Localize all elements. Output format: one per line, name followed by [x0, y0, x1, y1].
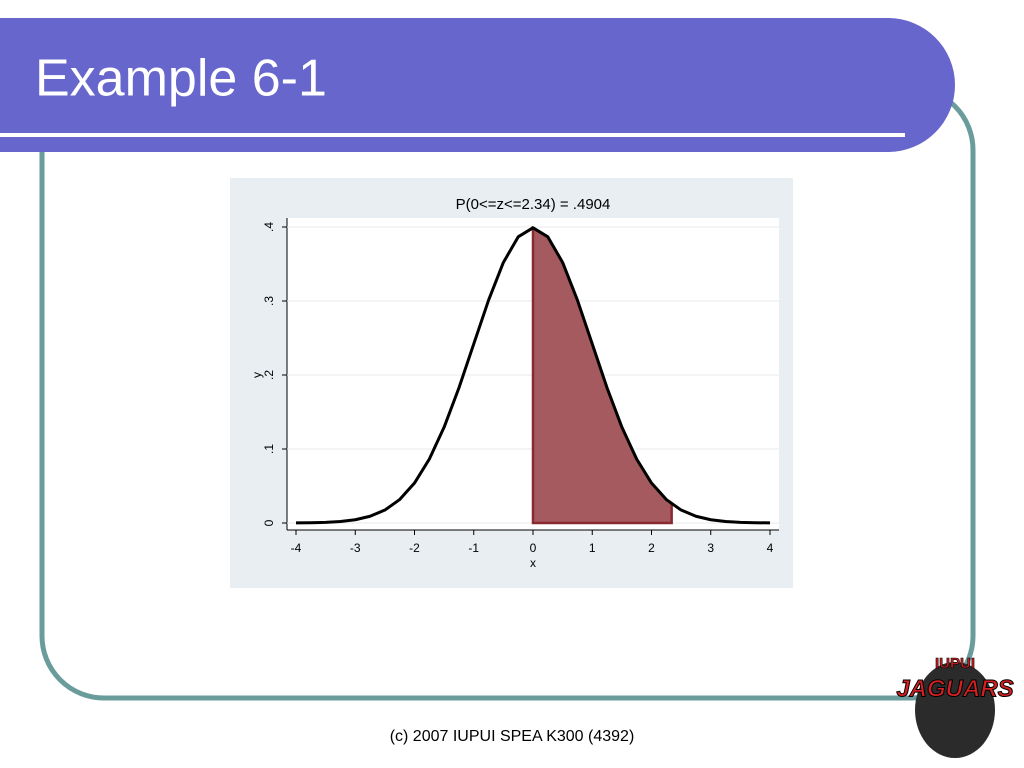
logo-main: JAGUARS [896, 675, 1013, 702]
header-bar [0, 18, 955, 152]
y-tick-label: .3 [262, 296, 276, 306]
slide-title: Example 6-1 [35, 50, 327, 108]
y-axis-label: y [250, 372, 264, 378]
x-tick-label: 2 [648, 541, 655, 555]
y-tick-label: .2 [262, 370, 276, 380]
density-curve [295, 226, 771, 525]
x-tick-label: 3 [707, 541, 714, 555]
logo-badge [915, 662, 995, 758]
y-tick-label: .1 [262, 444, 276, 454]
y-tick-label: 0 [262, 519, 276, 526]
y-tick-label: .4 [262, 222, 276, 232]
x-tick-label: -3 [350, 541, 361, 555]
x-tick-label: 0 [530, 541, 537, 555]
x-axis-label: x [530, 556, 536, 570]
x-tick-label: -4 [291, 541, 302, 555]
footer: (c) 2007 IUPUI SPEA K300 (4392) [390, 728, 635, 745]
chart-title: P(0<=z<=2.34) = .4904 [456, 196, 611, 213]
logo-top: IUPUI [935, 655, 975, 672]
x-tick-label: 4 [767, 541, 774, 555]
logo: IUPUI JAGUARS [896, 655, 1014, 758]
x-tick-label: -1 [468, 541, 479, 555]
x-tick-label: 1 [589, 541, 596, 555]
x-tick-label: -2 [409, 541, 420, 555]
